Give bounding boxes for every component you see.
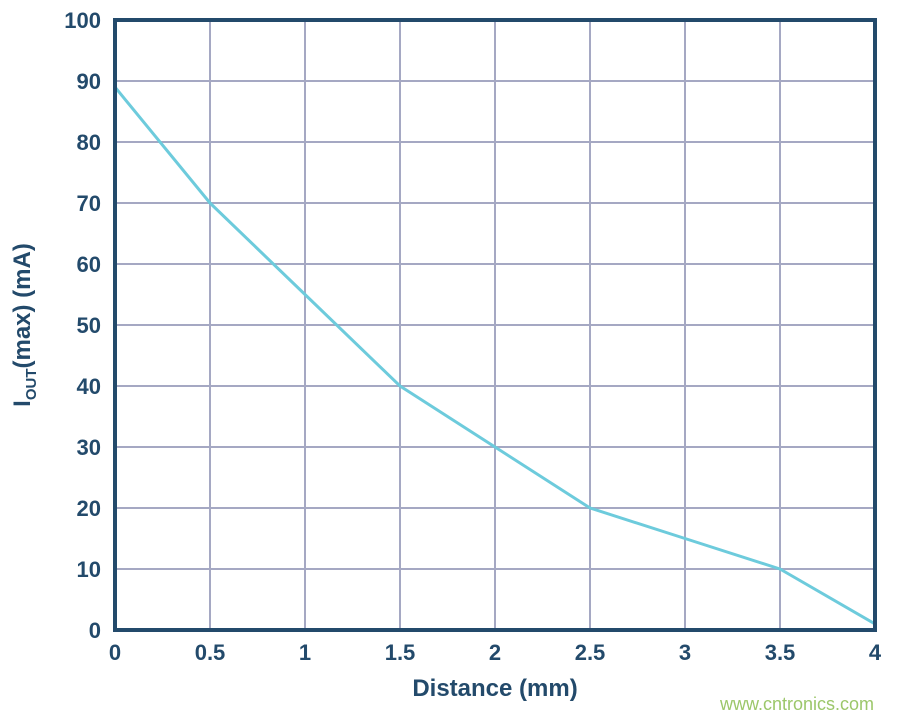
x-tick-label: 0 bbox=[109, 640, 121, 665]
x-tick-label: 1.5 bbox=[385, 640, 416, 665]
watermark-text: www.cntronics.com bbox=[719, 694, 874, 714]
y-tick-label: 90 bbox=[77, 69, 101, 94]
chart-container: 00.511.522.533.540102030405060708090100D… bbox=[0, 0, 900, 720]
line-chart: 00.511.522.533.540102030405060708090100D… bbox=[0, 0, 900, 720]
x-tick-label: 3.5 bbox=[765, 640, 796, 665]
y-tick-label: 30 bbox=[77, 435, 101, 460]
x-tick-label: 1 bbox=[299, 640, 311, 665]
y-tick-label: 40 bbox=[77, 374, 101, 399]
y-tick-label: 60 bbox=[77, 252, 101, 277]
y-tick-label: 100 bbox=[64, 8, 101, 33]
x-tick-label: 2 bbox=[489, 640, 501, 665]
y-tick-label: 50 bbox=[77, 313, 101, 338]
y-tick-label: 20 bbox=[77, 496, 101, 521]
x-tick-label: 2.5 bbox=[575, 640, 606, 665]
x-tick-label: 3 bbox=[679, 640, 691, 665]
y-tick-label: 10 bbox=[77, 557, 101, 582]
x-tick-label: 0.5 bbox=[195, 640, 226, 665]
y-tick-label: 70 bbox=[77, 191, 101, 216]
x-tick-label: 4 bbox=[869, 640, 882, 665]
x-axis-label: Distance (mm) bbox=[412, 675, 577, 702]
y-tick-label: 80 bbox=[77, 130, 101, 155]
y-tick-label: 0 bbox=[89, 618, 101, 643]
